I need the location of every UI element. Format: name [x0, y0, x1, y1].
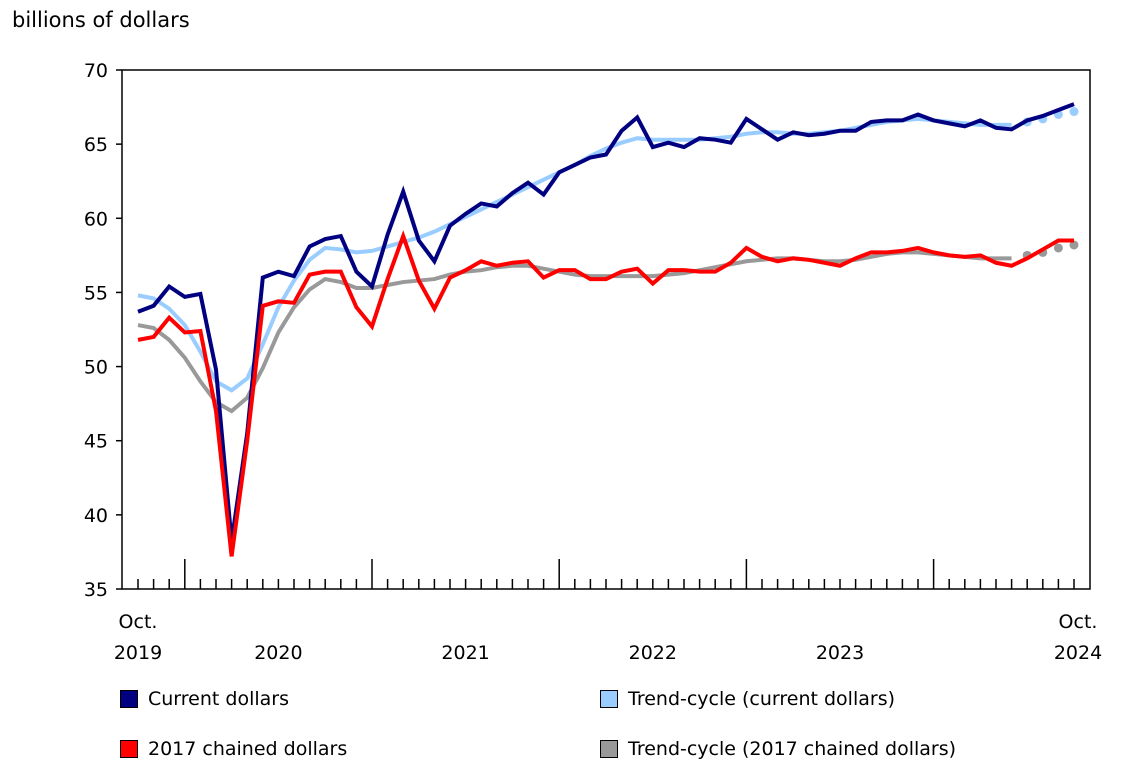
- x-tick-label: 2023: [816, 642, 864, 664]
- y-tick-label: 50: [84, 357, 108, 379]
- x-tick-label: 2022: [629, 642, 677, 664]
- y-tick-label: 35: [84, 579, 108, 601]
- legend-item-chained: 2017 chained dollars: [120, 738, 347, 760]
- legend-item-trend-chained: Trend-cycle (2017 chained dollars): [600, 738, 956, 760]
- series-line-2: [137, 230, 1074, 557]
- series-line-0: [137, 102, 1075, 542]
- y-tick-label: 55: [84, 282, 108, 304]
- projected-point: [1069, 240, 1079, 250]
- y-tick-label: 65: [84, 134, 108, 156]
- x-tick-label: 2021: [441, 642, 489, 664]
- y-tick-label: 70: [84, 60, 108, 82]
- series-line-3: [137, 250, 1012, 414]
- y-tick-label: 45: [84, 431, 108, 453]
- legend-swatch: [600, 740, 618, 758]
- legend-swatch: [120, 690, 138, 708]
- legend-swatch: [120, 740, 138, 758]
- legend-label: 2017 chained dollars: [148, 738, 348, 760]
- legend-item-trend-current: Trend-cycle (current dollars): [600, 688, 895, 710]
- y-axis-label: billions of dollars: [12, 8, 190, 32]
- y-tick-label: 40: [84, 505, 108, 527]
- x-tick-label: Oct.: [119, 611, 158, 633]
- chart-plot: 35 40 45 50 55 60 65 70 Oct. 2019 2020 2021 2022 2023…: [84, 60, 1102, 664]
- legend-label: Current dollars: [148, 688, 289, 710]
- legend-label: Trend-cycle (current dollars): [628, 688, 896, 710]
- x-tick-label: 2020: [254, 642, 302, 664]
- projected-point: [1053, 243, 1063, 253]
- x-tick-label: Oct.: [1059, 611, 1098, 633]
- y-tick-label: 60: [84, 208, 108, 230]
- legend-swatch: [600, 690, 618, 708]
- legend-label: Trend-cycle (2017 chained dollars): [628, 738, 957, 760]
- x-tick-label: 2024: [1054, 642, 1102, 664]
- legend-item-current: Current dollars: [120, 688, 289, 710]
- projected-point: [1069, 107, 1079, 117]
- x-tick-label: 2019: [114, 642, 162, 664]
